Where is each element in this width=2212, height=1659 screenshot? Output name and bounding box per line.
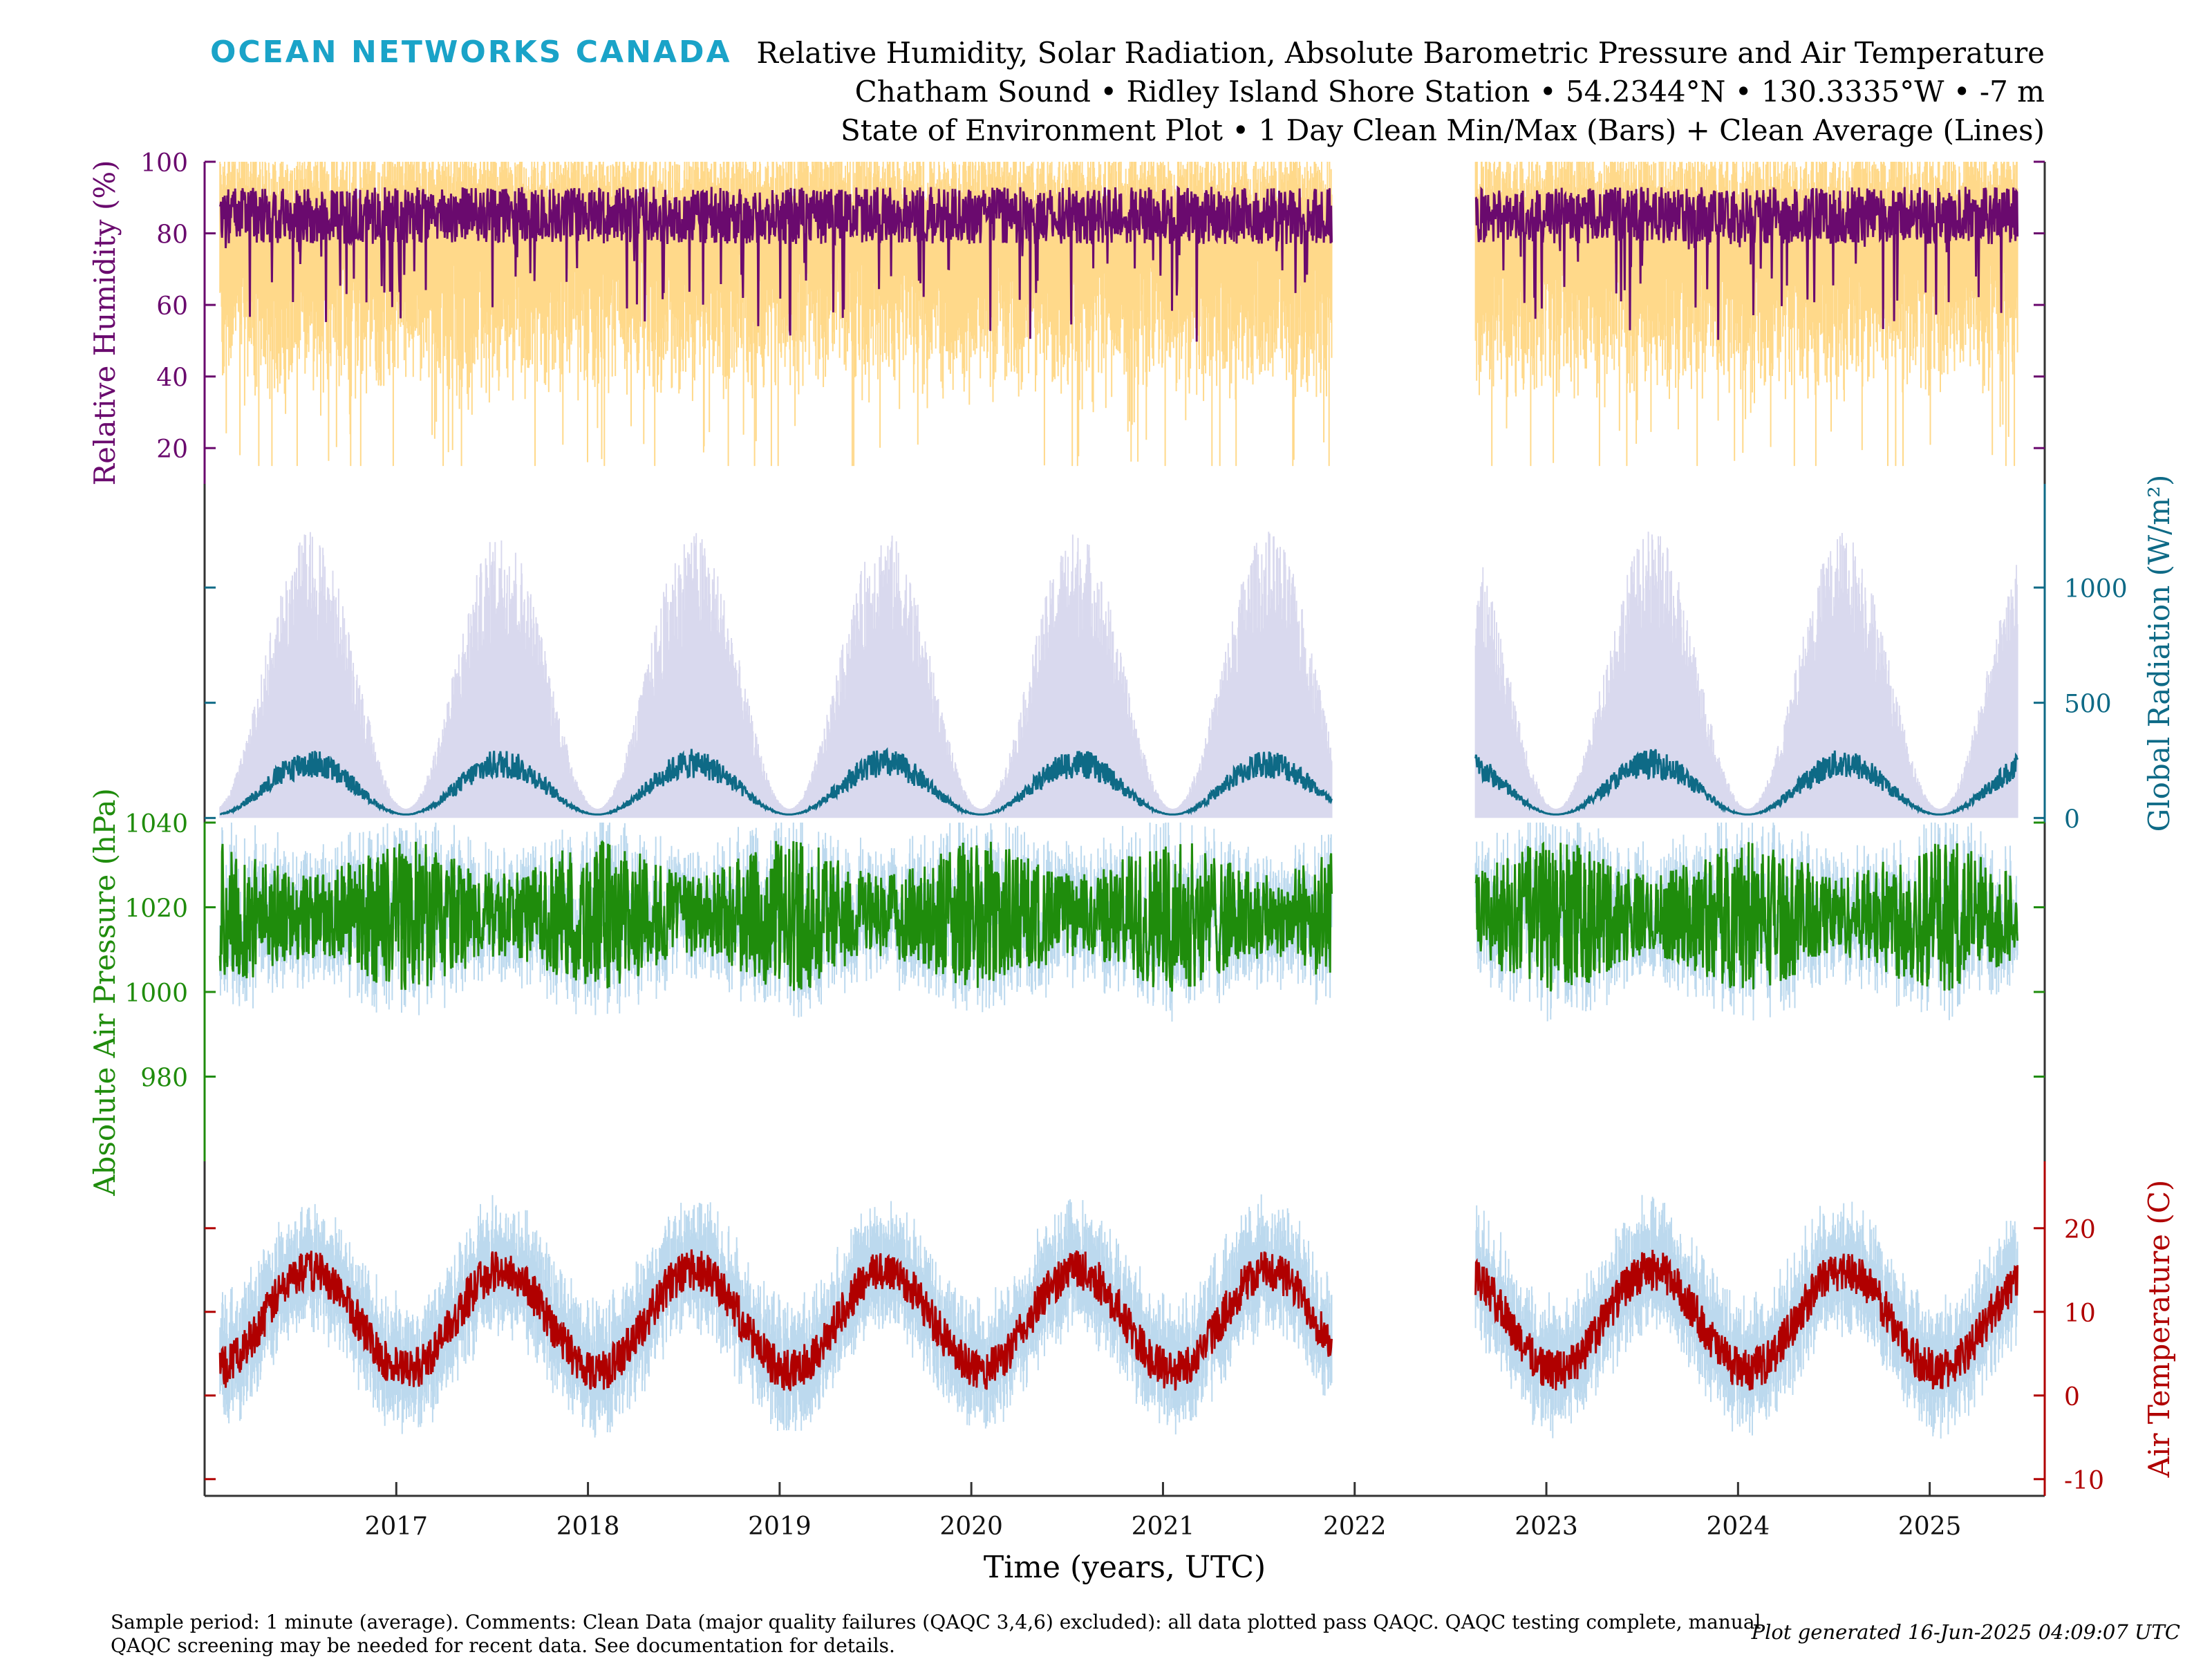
temperature-tick-label: 0 (2064, 1383, 2080, 1412)
radiation-mean-line-2 (1474, 749, 2019, 816)
temperature-tick-label: 20 (2064, 1216, 2096, 1244)
temperature-axis-label: Air Temperature (C) (2142, 1180, 2176, 1479)
x-tick-label: 2020 (939, 1512, 1003, 1541)
x-tick-label: 2024 (1707, 1512, 1770, 1541)
chart-subtitle-description: State of Environment Plot • 1 Day Clean … (840, 113, 2045, 147)
x-tick-label: 2021 (1132, 1512, 1195, 1541)
x-tick-label: 2018 (556, 1512, 620, 1541)
humidity-tick-label: 20 (156, 435, 188, 464)
radiation-axis-label: Global Radiation (W/m²) (2142, 475, 2176, 832)
radiation-tick-label: 0 (2064, 805, 2080, 834)
humidity-tick-label: 60 (156, 292, 188, 321)
temperature-mean-line-1 (218, 1249, 1333, 1391)
chart-title: Relative Humidity, Solar Radiation, Abso… (756, 36, 2045, 70)
humidity-axis-label: Relative Humidity (%) (88, 160, 122, 485)
humidity-mean-line-2 (1474, 186, 2019, 340)
x-tick-label: 2019 (748, 1512, 812, 1541)
x-axis-label: Time (years, UTC) (984, 1550, 1266, 1585)
humidity-tick-label: 40 (156, 364, 188, 393)
x-tick-label: 2022 (1323, 1512, 1387, 1541)
temperature-tick-label: -10 (2064, 1467, 2104, 1495)
footer-comment: Sample period: 1 minute (average). Comme… (111, 1611, 1761, 1657)
radiation-minmax-bars (219, 532, 2018, 818)
temperature-mean-line-2 (1474, 1249, 2019, 1391)
temperature-tick-label: 10 (2064, 1300, 2096, 1328)
pressure-mean-line-2 (1474, 841, 2019, 992)
footer-generated: Plot generated 16-Jun-2025 04:09:07 UTC (1751, 1620, 2180, 1644)
pressure-tick-label: 1000 (124, 980, 188, 1008)
humidity-tick-label: 80 (156, 221, 188, 250)
pressure-mean-line-1 (218, 839, 1333, 992)
x-tick-label: 2023 (1515, 1512, 1578, 1541)
x-tick-label: 2017 (364, 1512, 428, 1541)
pressure-tick-label: 1020 (124, 895, 188, 924)
radiation-tick-label: 500 (2064, 691, 2112, 719)
humidity-tick-label: 100 (140, 149, 188, 178)
pressure-axis-label: Absolute Air Pressure (hPa) (88, 788, 122, 1197)
x-tick-label: 2025 (1898, 1512, 1962, 1541)
pressure-tick-label: 980 (140, 1065, 188, 1093)
radiation-mean-line-1 (219, 747, 1333, 816)
radiation-tick-label: 1000 (2064, 575, 2128, 603)
chart-subtitle-location: Chatham Sound • Ridley Island Shore Stat… (854, 75, 2045, 109)
humidity-mean-line-1 (218, 185, 1333, 342)
pressure-tick-label: 1040 (124, 810, 188, 838)
ocean-networks-canada-logo: OCEAN NETWORKS CANADA (210, 35, 732, 70)
